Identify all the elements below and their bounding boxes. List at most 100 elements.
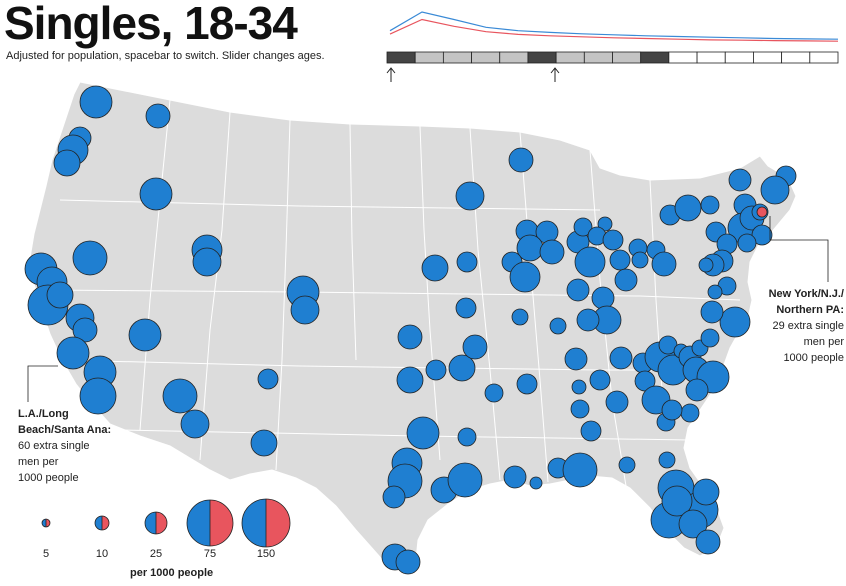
metro-bubble xyxy=(72,240,108,276)
age-timeline[interactable] xyxy=(386,11,839,82)
state-border-line xyxy=(139,99,171,431)
legend-half-women xyxy=(210,500,233,546)
legend-value-150: 150 xyxy=(256,548,276,560)
legend-value-25: 25 xyxy=(149,548,163,560)
metro-bubble xyxy=(591,286,615,310)
metro-bubble xyxy=(46,281,74,309)
metro-bubble xyxy=(680,403,700,423)
legend-half-women xyxy=(102,516,109,530)
la-callout-name: L.A./Long Beach/Santa Ana: xyxy=(18,408,112,436)
page-title: Singles, 18-34 xyxy=(4,0,298,49)
metro-bubble xyxy=(605,390,629,414)
timeline-segment[interactable] xyxy=(527,51,557,64)
metro-bubble xyxy=(719,306,751,338)
metro-bubble xyxy=(566,278,590,302)
metro-bubble xyxy=(576,308,600,332)
ny-callout: New York/N.J./ Northern PA: 29 extra sin… xyxy=(752,286,844,366)
metro-bubble xyxy=(564,347,588,371)
metro-bubble xyxy=(539,239,565,265)
metro-bubble xyxy=(180,409,210,439)
timeline-segment[interactable] xyxy=(640,51,670,64)
metro-bubble xyxy=(700,328,720,348)
metro-bubble xyxy=(760,175,790,205)
metro-bubble xyxy=(462,334,488,360)
timeline-segment[interactable] xyxy=(612,51,642,64)
state-borders xyxy=(39,99,741,487)
metro-bubble xyxy=(457,427,477,447)
metro-bubble xyxy=(128,318,162,352)
metro-bubble xyxy=(53,149,81,177)
metro-bubble xyxy=(573,217,593,237)
metro-bubble xyxy=(602,229,624,251)
timeline-segment[interactable] xyxy=(414,51,444,64)
timeline-segment[interactable] xyxy=(781,51,811,64)
timeline-segment[interactable] xyxy=(724,51,754,64)
timeline-segment[interactable] xyxy=(386,51,416,64)
metro-bubble xyxy=(674,194,702,222)
metro-bubble xyxy=(503,465,527,489)
metro-bubble xyxy=(571,379,587,395)
timeline-segment[interactable] xyxy=(555,51,585,64)
la-callout-line xyxy=(27,365,58,402)
metro-bubble xyxy=(509,261,541,293)
timeline-segment[interactable] xyxy=(442,51,472,64)
slider-handle-arrow[interactable] xyxy=(386,67,396,82)
metro-bubble xyxy=(658,451,676,469)
metro-bubble xyxy=(728,168,752,192)
legend-half-women xyxy=(156,512,167,534)
metro-bubble xyxy=(406,416,440,450)
state-border-line xyxy=(519,131,549,483)
metro-bubble xyxy=(456,251,478,273)
metro-bubble xyxy=(580,420,602,442)
metro-bubble xyxy=(707,284,723,300)
metro-bubble xyxy=(455,181,485,211)
state-border-line xyxy=(199,111,231,461)
state-border-line xyxy=(419,125,441,461)
legend-half-men xyxy=(145,512,156,534)
ny-callout-line3: 1000 people xyxy=(783,352,844,364)
metro-bubble xyxy=(562,452,598,488)
timeline-segment[interactable] xyxy=(471,51,501,64)
metro-bubble xyxy=(56,336,90,370)
metro-bubble xyxy=(192,247,222,277)
ny-callout-name: New York/N.J./ Northern PA: xyxy=(768,288,844,316)
metro-bubble xyxy=(685,378,709,402)
legend-circle xyxy=(241,498,291,548)
metro-bubble xyxy=(698,257,714,273)
legend-circle xyxy=(144,511,168,535)
legend-value-75: 75 xyxy=(203,548,217,560)
slider-handle-arrow[interactable] xyxy=(550,67,560,82)
metro-bubble xyxy=(651,251,677,277)
ny-callout-line xyxy=(769,216,829,282)
timeline-segment[interactable] xyxy=(753,51,783,64)
metro-bubble xyxy=(678,509,708,539)
legend-circle xyxy=(94,515,110,531)
timeline-segment[interactable] xyxy=(696,51,726,64)
metro-bubble xyxy=(661,485,693,517)
timeline-series-line xyxy=(389,18,839,42)
timeline-segment[interactable] xyxy=(583,51,613,64)
la-callout-line2: men per xyxy=(18,456,59,468)
metro-bubble xyxy=(425,359,447,381)
metro-bubble xyxy=(250,429,278,457)
metro-bubble xyxy=(574,246,606,278)
metro-bubble xyxy=(421,254,449,282)
legend-half-women xyxy=(46,519,50,527)
metro-bubble xyxy=(79,377,117,415)
legend-half-men xyxy=(187,500,210,546)
timeline-segment[interactable] xyxy=(499,51,529,64)
timeline-segment[interactable] xyxy=(668,51,698,64)
timeline-series-line xyxy=(389,11,839,40)
metro-bubble xyxy=(448,354,476,382)
metro-bubble xyxy=(529,476,543,490)
metro-bubble xyxy=(751,224,773,246)
metro-bubble xyxy=(79,85,113,119)
page-subtitle: Adjusted for population, spacebar to swi… xyxy=(6,50,325,62)
metro-bubble xyxy=(609,346,633,370)
metro-bubble xyxy=(700,300,724,324)
metro-bubble xyxy=(589,369,611,391)
legend-value-10: 10 xyxy=(95,548,109,560)
metro-bubble xyxy=(382,485,406,509)
timeline-segment[interactable] xyxy=(809,51,839,64)
